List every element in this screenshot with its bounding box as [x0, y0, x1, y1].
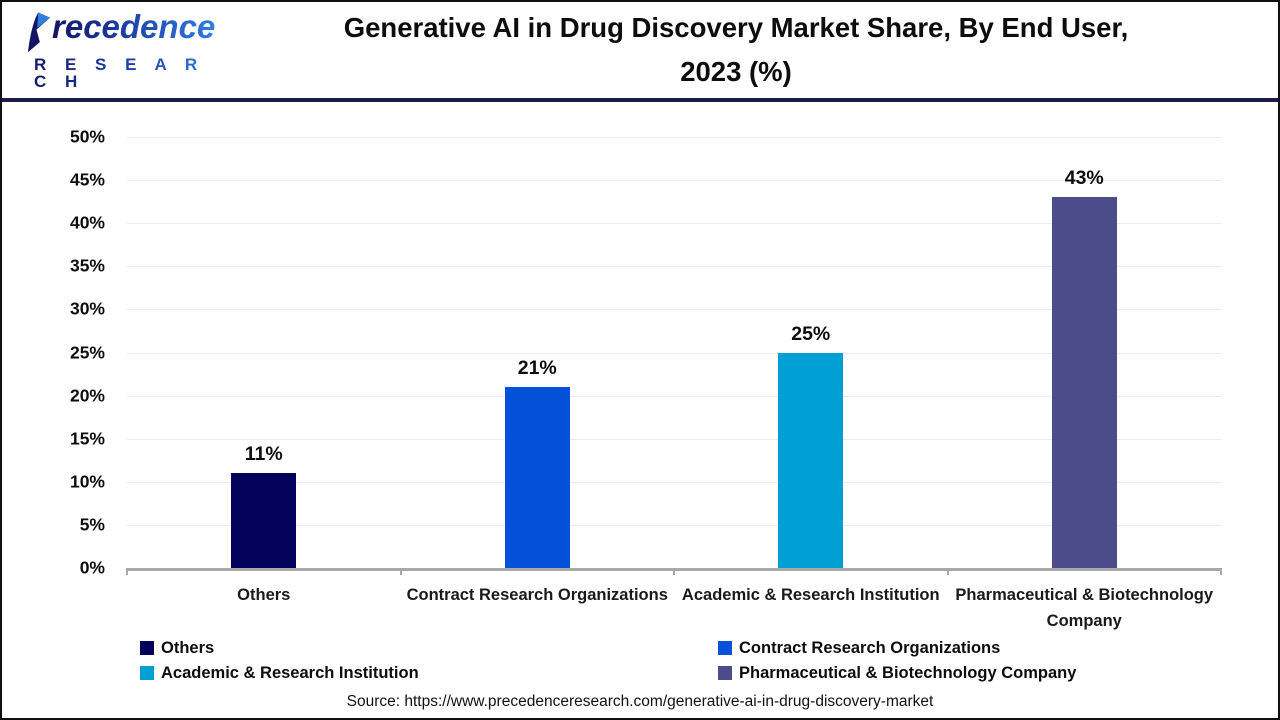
legend-item-academic-research-institution: Academic & Research Institution — [140, 662, 718, 684]
y-axis-tick-label: 20% — [69, 385, 105, 406]
gridline-10 — [127, 481, 1221, 483]
bar-chart-plot-area: 0% 5% 10% 15% 20% 25% 30% 35% 40% 45% 50% 11% Others… — [0, 106, 1280, 666]
bar-academic-research-institution — [778, 353, 844, 568]
bar-value-label-contract-research-organizations: 21% — [517, 357, 557, 379]
chart-title: Generative AI in Drug Discovery Market S… — [220, 6, 1278, 94]
legend-item-others: Others — [140, 637, 718, 659]
x-axis-tick — [946, 568, 949, 575]
gridline-20 — [127, 395, 1221, 397]
legend-item-pharmaceutical-biotechnology-company: Pharmaceutical & Biotechnology Company — [718, 662, 1220, 684]
brand-name: recedence — [52, 8, 216, 45]
legend-swatch-icon — [140, 666, 154, 680]
chart-title-line1: Generative AI in Drug Discovery Market S… — [343, 12, 1129, 43]
legend-swatch-icon — [140, 641, 154, 655]
y-axis-tick-label: 25% — [69, 342, 105, 362]
bar-others — [231, 473, 297, 568]
gridline-40 — [127, 223, 1221, 225]
chart-title-line2: 2023 (%) — [680, 56, 792, 87]
x-axis-category-label-others: Others — [237, 586, 291, 604]
legend-label: Academic & Research Institution — [161, 663, 419, 682]
x-axis-tick — [399, 568, 402, 575]
legend-item-contract-research-organizations: Contract Research Organizations — [718, 637, 1220, 659]
bar-value-label-academic-research-institution: 25% — [791, 323, 831, 345]
y-axis-tick-label: 40% — [69, 212, 105, 233]
bar-contract-research-organizations — [504, 387, 570, 568]
x-axis-category-label-pharmaceutical-biotechnology-company: Pharmaceutical & Biotechnology Company — [955, 586, 1214, 631]
gridline-15 — [127, 438, 1221, 440]
legend-label: Others — [161, 638, 215, 657]
y-axis-tick-label: 10% — [69, 471, 105, 492]
y-axis-tick-label: 15% — [69, 428, 105, 449]
x-axis-tick — [673, 568, 675, 575]
y-axis-tick-label: 35% — [69, 255, 105, 276]
gridline-25 — [127, 352, 1221, 354]
x-axis-category-label-contract-research-organizations: Contract Research Organizations — [406, 586, 668, 604]
bar-value-label-others: 11% — [244, 443, 283, 465]
legend-swatch-icon — [718, 641, 732, 655]
y-axis-tick-label: 0% — [79, 557, 105, 578]
bar-value-label-pharmaceutical-biotechnology-company: 43% — [1064, 167, 1104, 189]
y-axis-tick-label: 30% — [69, 298, 105, 319]
x-axis-tick — [126, 568, 128, 575]
source-citation: Source: https://www.precedenceresearch.c… — [346, 693, 934, 710]
bar-pharmaceutical-biotechnology-company — [1051, 197, 1117, 568]
header: recedence R E S E A R C H Generative AI … — [2, 2, 1278, 102]
chart-legend: Others Contract Research Organizations Aca… — [140, 637, 1220, 684]
y-axis-tick-label: 45% — [69, 169, 105, 190]
brand-logo: recedence R E S E A R C H — [2, 10, 220, 90]
gridline-45 — [127, 180, 1221, 182]
y-axis-tick-label: 5% — [79, 514, 105, 535]
x-axis-category-label-academic-research-institution: Academic & Research Institution — [681, 586, 940, 604]
y-axis-tick-label: 50% — [69, 126, 105, 147]
gridline-50 — [127, 137, 1221, 138]
legend-label: Pharmaceutical & Biotechnology Company — [739, 663, 1077, 682]
gridline-35 — [127, 266, 1221, 268]
x-axis-tick — [1220, 568, 1222, 575]
gridline-5 — [127, 524, 1221, 526]
gridline-30 — [127, 309, 1221, 311]
paper-plane-p-icon — [28, 12, 50, 53]
brand-subtitle: R E S E A R C H — [22, 56, 220, 90]
legend-swatch-icon — [718, 666, 732, 680]
legend-label: Contract Research Organizations — [739, 638, 1001, 657]
